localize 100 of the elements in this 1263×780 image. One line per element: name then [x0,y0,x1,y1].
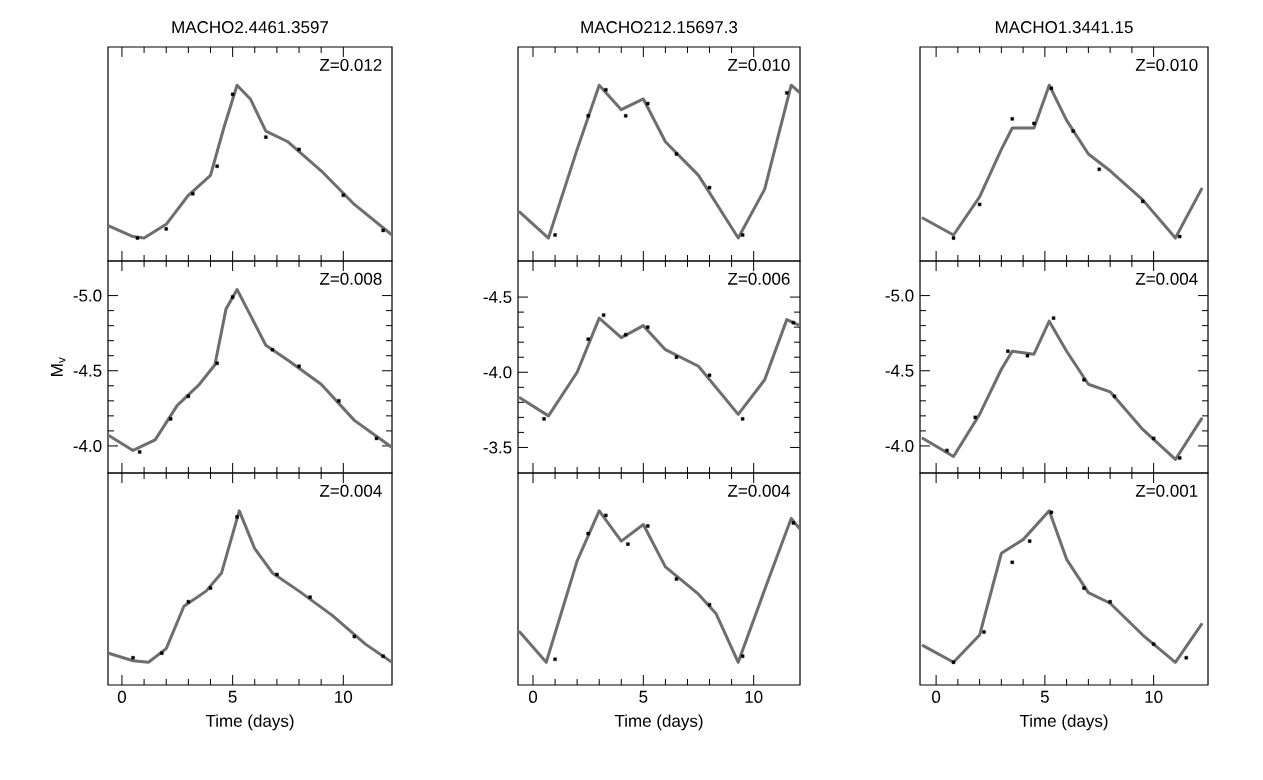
point [646,325,650,329]
point [553,657,557,661]
point [215,361,219,365]
text: Z=0.010 [728,58,790,71]
point [337,399,341,403]
point [1082,586,1086,590]
point [168,417,173,421]
point [297,364,301,368]
point [264,135,268,139]
x-axis-title: Time (days) [205,714,294,731]
point [1097,167,1101,171]
point [542,417,546,421]
y-tick-label: -5.0 [885,289,914,302]
point [137,450,142,454]
point [1010,560,1014,565]
point [1151,436,1156,441]
text: Z=0.001 [1135,484,1198,497]
text: Z=0.010 [1135,58,1198,71]
point [586,337,590,341]
x-tick-label: 5 [228,690,237,703]
annotation: Z=0.006 [728,272,790,285]
point [1178,456,1182,460]
text: Z=0.004 [728,484,790,497]
chart-title: MACHO2.4461.3597 [172,21,329,34]
point [215,164,219,168]
point [623,114,628,118]
point [230,92,235,97]
point [707,185,712,190]
point [586,531,590,536]
point [707,603,712,607]
y-tick-label: -4.0 [483,366,512,379]
line-series [108,288,392,452]
point [164,227,168,231]
point [381,228,385,233]
point [341,193,345,197]
point [674,355,679,359]
point [131,656,135,660]
x-tick-label: 10 [335,690,353,703]
x-tick-label: 0 [932,690,941,703]
point [626,542,630,546]
annotation: Z=0.004 [1135,272,1198,285]
point [674,152,679,156]
point [601,313,606,317]
point [308,595,312,599]
point [230,295,235,299]
chart-title: MACHO1.3441.15 [995,21,1133,34]
point [135,236,140,240]
point [1032,121,1036,126]
point [1141,199,1145,204]
x-tick-label: 0 [528,690,538,703]
x-axis-title: Time (days) [1019,714,1108,731]
y-tick-label: -3.5 [483,441,512,454]
point [674,577,679,581]
point [270,348,275,352]
point [977,202,982,207]
point [208,586,213,590]
point [945,448,949,453]
x-axis-title: Time (days) [614,714,703,731]
point [1027,539,1032,543]
point [1112,394,1117,399]
annotation: Z=0.008 [319,272,382,285]
point [951,660,956,664]
point [604,88,608,92]
point [791,320,796,325]
point [297,147,301,152]
point [586,114,590,118]
point [1082,378,1086,382]
text: Z=0.004 [319,484,382,497]
point [1184,656,1188,660]
y-tick-label: -4.0 [73,439,102,452]
point [973,415,977,420]
point [1108,600,1112,604]
point [1006,349,1010,353]
y-tick-label: -4.0 [885,439,914,452]
point [646,101,650,106]
point [1178,234,1182,239]
y-tick-label: -5.0 [73,289,102,302]
point [740,654,745,658]
point [186,600,191,604]
point [604,513,608,518]
y-axis-title: M$_{v}$ [51,357,66,376]
point [1049,86,1054,90]
point [646,524,650,528]
point [553,233,557,237]
point [352,634,357,639]
point [1071,129,1075,133]
point [1051,316,1056,320]
point [740,233,745,237]
point [785,91,789,95]
point [623,332,628,337]
point [191,192,195,196]
point [235,515,239,519]
point [707,373,712,377]
point [160,651,164,655]
point [951,236,956,240]
point [381,654,385,658]
point [982,630,986,634]
x-tick-label: 0 [117,690,127,703]
x-tick-label: 10 [745,690,763,703]
point [374,436,379,441]
